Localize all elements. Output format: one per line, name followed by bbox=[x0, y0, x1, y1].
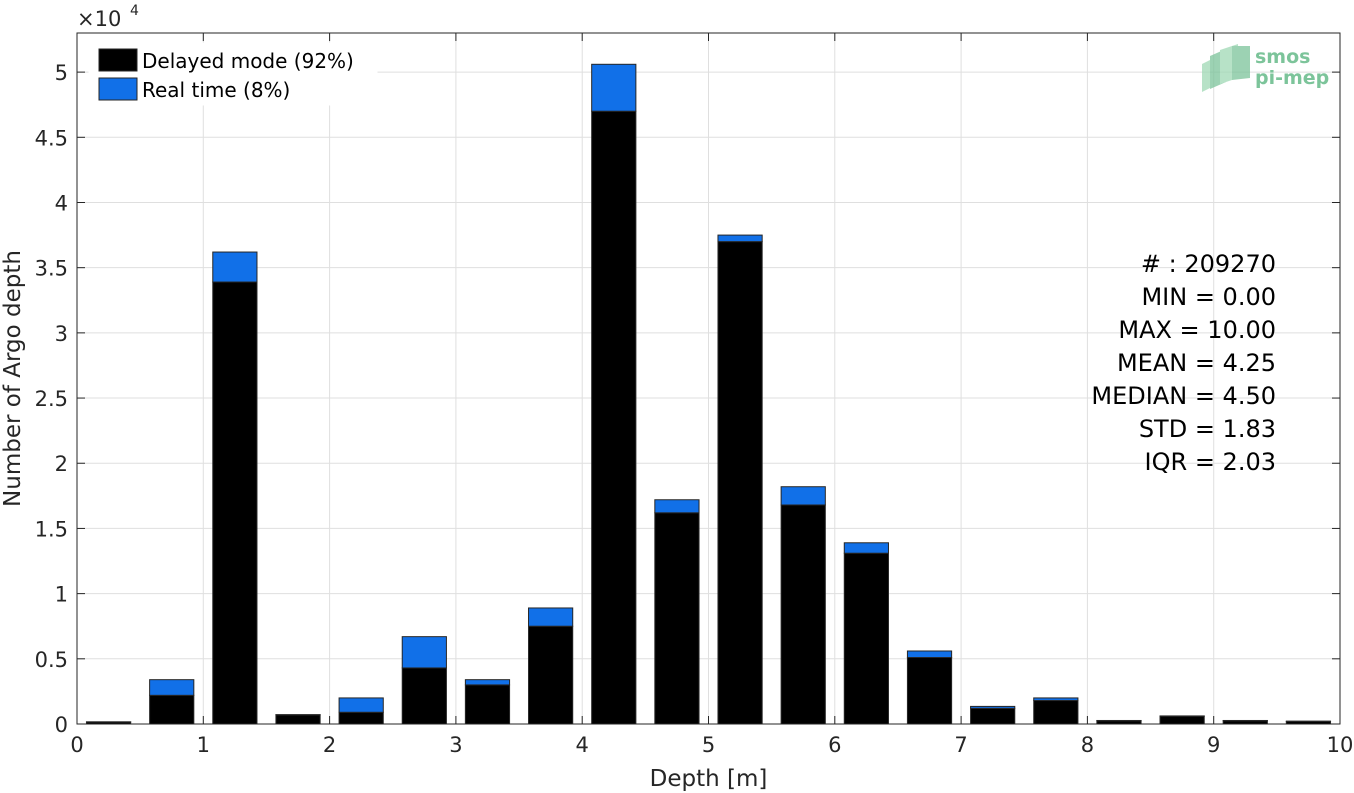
y-tick-label: 3 bbox=[55, 322, 68, 346]
bar-delayed-mode bbox=[401, 667, 447, 725]
stat-line: # : 209270 bbox=[1141, 250, 1276, 278]
bar-real-time bbox=[970, 705, 1016, 709]
y-axis-label: Number of Argo depth bbox=[0, 250, 26, 507]
x-tick-label: 9 bbox=[1207, 733, 1220, 757]
bar-delayed-mode bbox=[1033, 700, 1079, 725]
y-tick-label: 4.5 bbox=[35, 126, 68, 150]
y-tick-label: 2.5 bbox=[35, 387, 68, 411]
x-tick-label: 2 bbox=[323, 733, 336, 757]
legend-swatch-realtime bbox=[98, 77, 138, 101]
smos-pi-mep-logo: smos pi-mep bbox=[1202, 44, 1329, 92]
y-axis-multiplier: ×10 bbox=[77, 7, 121, 31]
x-tick-label: 1 bbox=[197, 733, 210, 757]
bar-delayed-mode bbox=[1159, 715, 1205, 725]
bar-real-time bbox=[401, 636, 447, 669]
bar-real-time bbox=[717, 234, 763, 243]
logo-text-line2: pi-mep bbox=[1255, 67, 1329, 89]
x-tick-label: 0 bbox=[70, 733, 83, 757]
legend-swatch-delayed bbox=[98, 48, 138, 72]
x-tick-label: 3 bbox=[449, 733, 462, 757]
bar-real-time bbox=[591, 63, 637, 112]
bar-real-time bbox=[906, 650, 953, 659]
logo-text-line1: smos bbox=[1255, 46, 1310, 68]
x-tick-label: 10 bbox=[1327, 733, 1354, 757]
bar-delayed-mode bbox=[717, 241, 763, 725]
logo-mark-icon bbox=[1202, 44, 1250, 92]
bar-delayed-mode bbox=[591, 110, 637, 725]
bar-delayed-mode bbox=[906, 657, 953, 725]
bar-real-time bbox=[654, 499, 700, 514]
stat-line: MEAN = 4.25 bbox=[1117, 349, 1276, 377]
y-tick-label: 1 bbox=[55, 583, 68, 607]
stat-line: MAX = 10.00 bbox=[1118, 316, 1276, 344]
y-tick-label: 0.5 bbox=[35, 648, 68, 672]
bar-delayed-mode bbox=[212, 281, 258, 725]
bar-delayed-mode bbox=[275, 714, 321, 725]
bar-delayed-mode bbox=[528, 625, 574, 725]
y-tick-label: 0 bbox=[55, 713, 68, 737]
bar-real-time bbox=[780, 486, 826, 506]
y-tick-label: 2 bbox=[55, 452, 68, 476]
bar-real-time bbox=[843, 542, 889, 554]
ticks: 0 1 2 3 4 5 6 7 8 9 10 0 0.5 1 1.5 2 2.5 3 3.5 4 4.5 5 bbox=[35, 33, 1354, 757]
bar-delayed-mode bbox=[149, 694, 195, 725]
x-tick-label: 8 bbox=[1081, 733, 1094, 757]
bar-real-time bbox=[212, 251, 258, 283]
x-tick-label: 5 bbox=[702, 733, 715, 757]
stat-line: MEDIAN = 4.50 bbox=[1091, 382, 1276, 410]
bar-delayed-mode bbox=[654, 512, 700, 725]
bar-delayed-mode bbox=[780, 504, 826, 725]
statistics-block: # : 209270 MIN = 0.00 MAX = 10.00 MEAN = 4.… bbox=[1091, 250, 1276, 476]
bar-delayed-mode bbox=[970, 707, 1016, 725]
bar-delayed-mode bbox=[843, 552, 889, 725]
bar-delayed-mode bbox=[464, 684, 511, 725]
bar-real-time bbox=[528, 607, 574, 627]
bar-real-time bbox=[338, 697, 384, 713]
legend-label-realtime: Real time (8%) bbox=[142, 78, 290, 102]
x-tick-label: 4 bbox=[576, 733, 589, 757]
y-tick-label: 1.5 bbox=[35, 517, 68, 541]
stat-line: MIN = 0.00 bbox=[1141, 283, 1276, 311]
x-tick-label: 6 bbox=[828, 733, 841, 757]
y-axis-multiplier-exponent: 4 bbox=[130, 3, 139, 19]
stat-line: IQR = 2.03 bbox=[1145, 448, 1276, 476]
x-tick-label: 7 bbox=[954, 733, 967, 757]
bar-real-time bbox=[149, 679, 195, 696]
legend: Delayed mode (92%) Real time (8%) bbox=[88, 42, 378, 106]
y-tick-label: 3.5 bbox=[35, 257, 68, 281]
bars bbox=[85, 63, 1332, 725]
x-axis-label: Depth [m] bbox=[650, 766, 768, 792]
y-tick-label: 5 bbox=[55, 61, 68, 85]
bar-real-time bbox=[1033, 697, 1079, 702]
stat-line: STD = 1.83 bbox=[1139, 415, 1276, 443]
y-tick-label: 4 bbox=[55, 191, 68, 215]
legend-label-delayed: Delayed mode (92%) bbox=[142, 49, 354, 73]
bar-real-time bbox=[464, 679, 511, 686]
bar-delayed-mode bbox=[338, 711, 384, 725]
